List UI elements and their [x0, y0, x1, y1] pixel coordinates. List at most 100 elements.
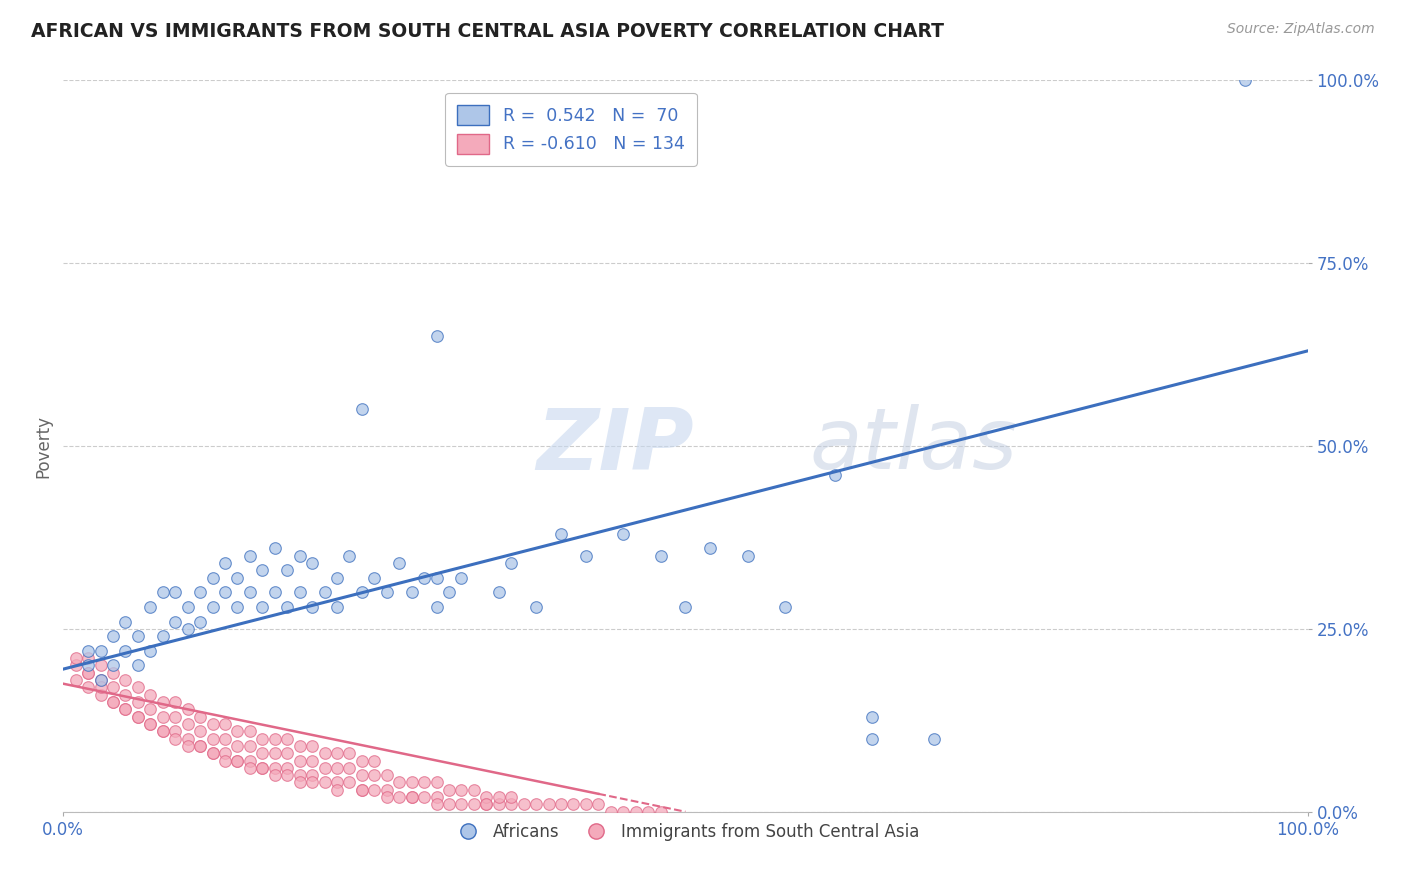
Point — [301, 556, 323, 570]
Point — [276, 599, 298, 614]
Point — [463, 797, 485, 812]
Point — [226, 724, 249, 739]
Point — [326, 761, 349, 775]
Point — [77, 644, 100, 658]
Point — [314, 585, 336, 599]
Point — [226, 754, 249, 768]
Point — [139, 599, 162, 614]
Y-axis label: Poverty: Poverty — [34, 415, 52, 477]
Point — [252, 599, 274, 614]
Point — [152, 629, 174, 643]
Point — [65, 658, 87, 673]
Point — [276, 563, 298, 577]
Point — [214, 731, 236, 746]
Point — [165, 731, 187, 746]
Point — [177, 622, 200, 636]
Point — [773, 599, 796, 614]
Point — [263, 761, 285, 775]
Point — [177, 731, 200, 746]
Point — [201, 571, 224, 585]
Point — [152, 709, 174, 723]
Point — [90, 681, 112, 695]
Point — [426, 797, 449, 812]
Point — [737, 549, 759, 563]
Point — [77, 651, 100, 665]
Point — [588, 797, 610, 812]
Point — [824, 468, 846, 483]
Point — [127, 629, 149, 643]
Point — [90, 688, 112, 702]
Point — [450, 782, 472, 797]
Point — [127, 658, 149, 673]
Point — [188, 615, 211, 629]
Point — [239, 754, 262, 768]
Point — [276, 746, 298, 760]
Point — [139, 644, 162, 658]
Point — [188, 585, 211, 599]
Point — [214, 585, 236, 599]
Point — [127, 681, 149, 695]
Point — [127, 709, 149, 723]
Point — [214, 754, 236, 768]
Point — [288, 754, 311, 768]
Point — [524, 797, 547, 812]
Point — [326, 599, 349, 614]
Point — [339, 746, 361, 760]
Point — [139, 717, 162, 731]
Point — [650, 805, 672, 819]
Point — [201, 731, 224, 746]
Point — [214, 717, 236, 731]
Point — [152, 585, 174, 599]
Point — [288, 585, 311, 599]
Point — [114, 644, 136, 658]
Point — [288, 775, 311, 789]
Point — [860, 709, 883, 723]
Point — [339, 761, 361, 775]
Point — [426, 775, 449, 789]
Point — [388, 556, 411, 570]
Point — [326, 782, 349, 797]
Point — [401, 790, 423, 805]
Point — [101, 629, 124, 643]
Point — [437, 797, 460, 812]
Point — [401, 790, 423, 805]
Point — [339, 775, 361, 789]
Point — [226, 739, 249, 753]
Point — [77, 665, 100, 680]
Point — [65, 673, 87, 687]
Point — [263, 541, 285, 556]
Point — [1234, 73, 1257, 87]
Point — [239, 585, 262, 599]
Point — [401, 585, 423, 599]
Point — [114, 615, 136, 629]
Point — [114, 702, 136, 716]
Point — [239, 549, 262, 563]
Point — [475, 797, 498, 812]
Point — [276, 731, 298, 746]
Point — [924, 731, 946, 746]
Point — [188, 724, 211, 739]
Point — [637, 805, 659, 819]
Point — [101, 681, 124, 695]
Point — [214, 556, 236, 570]
Point — [201, 746, 224, 760]
Point — [426, 599, 449, 614]
Point — [501, 556, 523, 570]
Point — [314, 761, 336, 775]
Point — [612, 805, 634, 819]
Legend: Africans, Immigrants from South Central Asia: Africans, Immigrants from South Central … — [444, 816, 927, 847]
Point — [350, 768, 373, 782]
Point — [152, 695, 174, 709]
Point — [263, 731, 285, 746]
Point — [488, 585, 510, 599]
Point — [252, 563, 274, 577]
Point — [188, 739, 211, 753]
Point — [450, 571, 472, 585]
Text: Source: ZipAtlas.com: Source: ZipAtlas.com — [1227, 22, 1375, 37]
Point — [388, 775, 411, 789]
Point — [575, 797, 598, 812]
Point — [301, 768, 323, 782]
Point — [127, 709, 149, 723]
Point — [90, 673, 112, 687]
Point — [326, 571, 349, 585]
